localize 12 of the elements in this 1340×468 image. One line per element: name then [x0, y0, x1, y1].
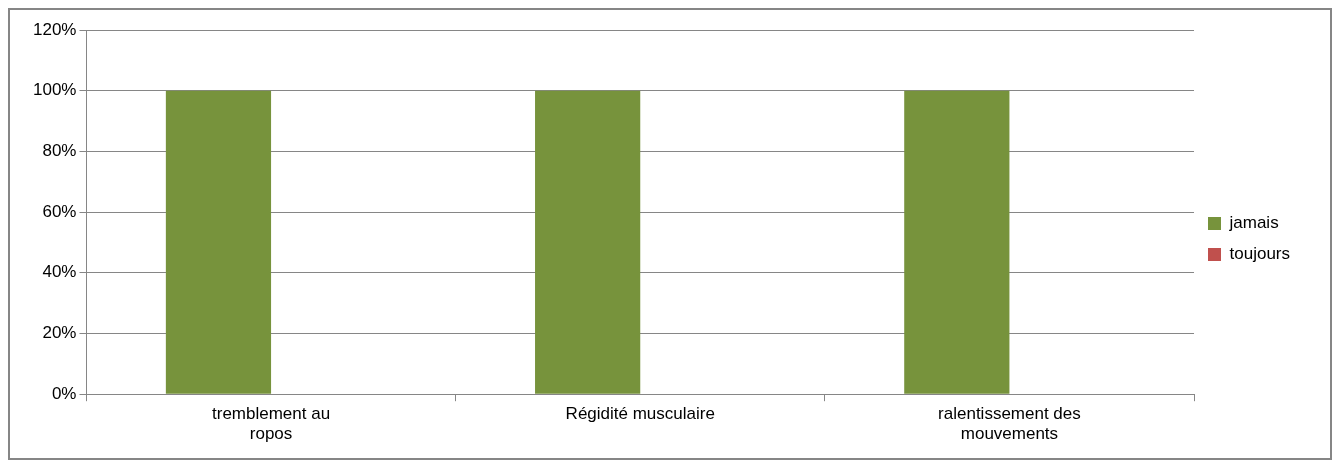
y-tick-label: 20%	[42, 323, 77, 343]
y-tick-label: 80%	[42, 141, 77, 161]
x-tick-label: Régidité musculaire	[565, 404, 715, 424]
legend-label: toujours	[1229, 244, 1290, 264]
y-tick-label: 40%	[42, 262, 77, 282]
legend-label: jamais	[1228, 213, 1279, 233]
y-tick-label: 60%	[42, 201, 77, 221]
x-tick-label: tremblement au ropos	[212, 404, 331, 444]
y-tick-label: 120%	[33, 19, 77, 39]
y-tick-label: 0%	[51, 383, 77, 403]
x-tick-label: ralentissement des mouvements	[938, 404, 1081, 444]
y-tick-label: 100%	[33, 80, 77, 100]
